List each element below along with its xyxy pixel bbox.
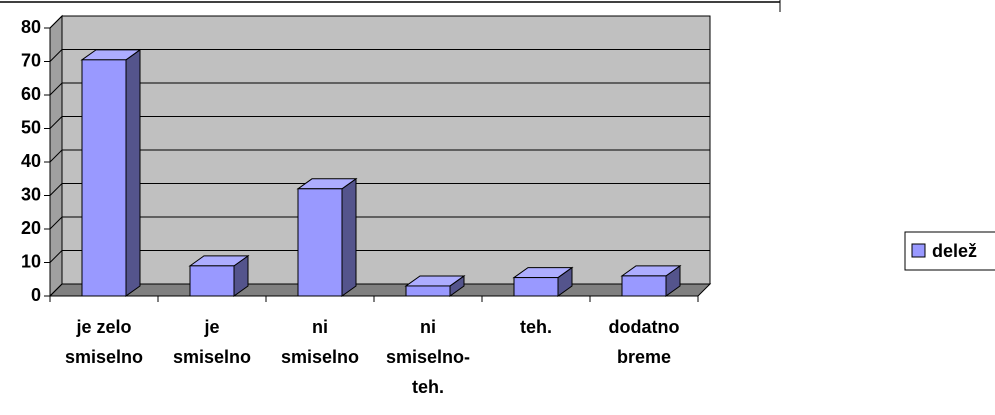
y-tick-label: 70 [21, 50, 41, 70]
x-tick-label: ni [312, 317, 328, 337]
grid-line [49, 116, 710, 129]
bar-side [341, 177, 357, 297]
bar [512, 266, 574, 297]
y-tick-label: 0 [31, 285, 41, 305]
x-tick-label: teh. [520, 317, 552, 337]
bar [188, 254, 250, 297]
grid-line [49, 216, 710, 230]
x-tick-label: dodatno [609, 317, 680, 337]
grid-line [49, 15, 710, 29]
bar [404, 274, 466, 297]
floor [48, 283, 712, 297]
grid-line [49, 49, 710, 62]
bar [620, 264, 682, 297]
grid-line [49, 149, 710, 163]
x-tick-label: smiselno- [386, 347, 470, 367]
x-tick-label: breme [617, 347, 671, 367]
y-tick-label: 20 [21, 218, 41, 238]
bar [80, 48, 142, 297]
bar-side [125, 48, 141, 297]
bar-front [81, 59, 127, 297]
y-tick-label: 50 [21, 117, 41, 137]
bar-front [405, 285, 451, 297]
grid-line [49, 283, 710, 297]
y-tick-label: 60 [21, 84, 41, 104]
bar-front [513, 277, 559, 297]
x-tick-label: je zelo [75, 317, 131, 337]
grid-line [49, 183, 710, 196]
grid-line [49, 250, 710, 263]
bar [296, 177, 358, 297]
x-tick-label: ni [420, 317, 436, 337]
y-tick-label: 40 [21, 151, 41, 171]
y-tick-label: 80 [21, 17, 41, 37]
legend-label: delež [932, 241, 977, 261]
bar-front [297, 188, 343, 297]
x-tick-label: smiselno [281, 347, 359, 367]
legend-swatch [911, 243, 926, 258]
bar-front [189, 265, 235, 297]
x-tick-label: teh. [412, 377, 444, 397]
y-tick-label: 30 [21, 184, 41, 204]
grid-line [49, 82, 710, 96]
y-tick-label: 10 [21, 251, 41, 271]
x-tick-label: je [203, 317, 219, 337]
x-tick-label: smiselno [65, 347, 143, 367]
bar-front [621, 275, 667, 297]
x-tick-label: smiselno [173, 347, 251, 367]
